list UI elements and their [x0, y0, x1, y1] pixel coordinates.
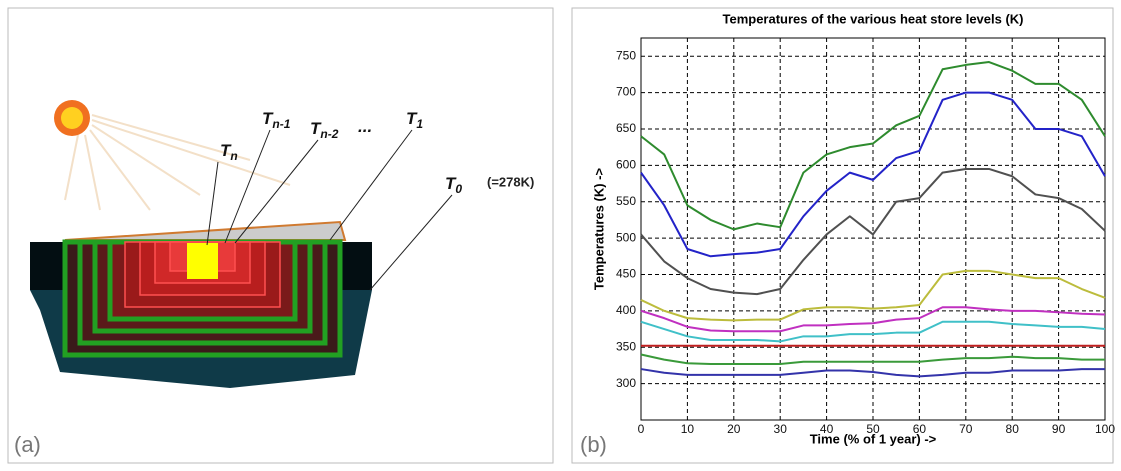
- x-tick-label: 70: [959, 422, 973, 436]
- x-axis-label: Time (% of 1 year) ->: [810, 431, 937, 446]
- series-line: [640, 269, 1106, 322]
- core: [187, 243, 218, 279]
- x-tick-label: 60: [913, 422, 927, 436]
- level-label: ...: [358, 117, 372, 136]
- y-tick-label: 650: [616, 121, 636, 135]
- leader-lines: [206, 129, 453, 291]
- y-tick-label: 350: [616, 339, 636, 353]
- x-tick-label: 20: [727, 422, 741, 436]
- series-line: [640, 306, 1106, 333]
- heat-store-diagram: [30, 100, 372, 388]
- x-tick-label: 30: [774, 422, 788, 436]
- level-label: T0: [445, 174, 462, 196]
- y-tick-label: 450: [616, 267, 636, 281]
- panel-label: (a): [14, 432, 41, 457]
- ambient-note: (=278K): [487, 174, 534, 189]
- y-tick-label: 600: [616, 158, 636, 172]
- y-tick-label: 700: [616, 85, 636, 99]
- y-axis-label: Temperatures (K) ->: [591, 167, 606, 290]
- series-line: [640, 61, 1106, 231]
- y-tick-label: 300: [616, 376, 636, 390]
- sun-core: [61, 107, 83, 129]
- level-label: T1: [406, 109, 423, 131]
- level-label: Tn-2: [310, 119, 339, 141]
- series-line: [640, 320, 1106, 343]
- series-line: [640, 91, 1106, 258]
- level-label: Tn: [220, 141, 238, 163]
- level-label: Tn-1: [262, 109, 291, 131]
- series-line: [640, 353, 1105, 365]
- series-line: [640, 167, 1106, 296]
- x-tick-label: 80: [1006, 422, 1020, 436]
- y-tick-label: 750: [616, 48, 636, 62]
- x-tick-label: 40: [820, 422, 834, 436]
- y-tick-label: 400: [616, 303, 636, 317]
- plot: 300 350 400 450 500 550 600 650 700 750 0 10 20 30 40 5…: [616, 37, 1115, 436]
- panel-label: (b): [580, 432, 607, 457]
- chart-title: Temperatures of the various heat store l…: [722, 11, 1023, 26]
- y-tick-label: 500: [616, 230, 636, 244]
- series-line: [640, 368, 1105, 378]
- x-tick-label: 50: [866, 422, 880, 436]
- sun-rays: [64, 114, 291, 211]
- y-tick-label: 550: [616, 194, 636, 208]
- x-tick-label: 0: [638, 422, 645, 436]
- x-tick-label: 10: [681, 422, 695, 436]
- x-tick-label: 90: [1052, 422, 1066, 436]
- x-tick-label: 100: [1095, 422, 1115, 436]
